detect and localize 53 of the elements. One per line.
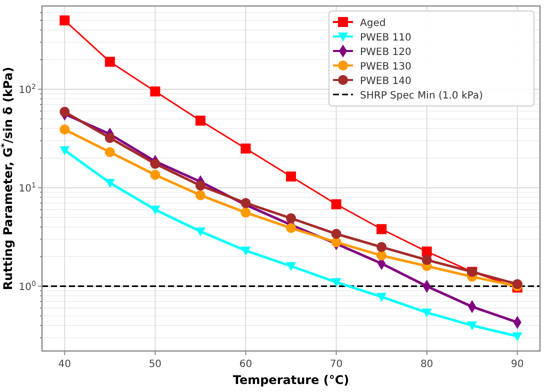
point	[60, 124, 70, 135]
point	[286, 262, 296, 272]
point	[376, 250, 387, 261]
point	[104, 56, 115, 67]
point	[240, 198, 251, 208]
x-tick-label: 40	[58, 359, 72, 370]
legend-label: Aged	[360, 18, 386, 29]
point	[195, 227, 206, 236]
point	[60, 146, 70, 156]
point	[240, 246, 251, 256]
point	[422, 308, 432, 318]
point	[195, 190, 206, 200]
point	[150, 206, 160, 215]
point	[150, 170, 160, 180]
point	[331, 228, 342, 239]
point	[331, 199, 342, 210]
y-tick-label: 10$^{0}$	[18, 280, 36, 294]
x-tick-label: 60	[239, 359, 252, 370]
point	[376, 224, 387, 234]
point	[150, 86, 160, 96]
point	[240, 208, 251, 218]
point	[376, 292, 387, 302]
point	[286, 172, 296, 182]
point	[195, 180, 206, 191]
point	[104, 178, 115, 188]
point	[240, 144, 251, 154]
legend-label: SHRP Spec Min (1.0 kPa)	[360, 90, 483, 102]
point	[376, 242, 387, 252]
point	[331, 278, 342, 288]
legend-label: PWEB 120	[360, 47, 412, 58]
point	[195, 116, 206, 126]
legend-label: PWEB 140	[360, 76, 412, 87]
x-tick-label: 90	[510, 359, 524, 370]
point	[286, 213, 296, 224]
x-tick-label: 80	[420, 359, 434, 370]
y-tick-label: 10$^{1}$	[18, 182, 36, 195]
point	[422, 254, 432, 265]
point	[331, 237, 342, 248]
x-axis-title: Temperature (°C)	[232, 373, 350, 387]
point	[60, 15, 70, 26]
legend-label: PWEB 130	[360, 62, 412, 72]
point	[467, 321, 478, 330]
legend-label: PWEB 110	[360, 32, 412, 44]
point	[422, 246, 432, 257]
point	[60, 106, 70, 117]
x-tick-label: 50	[148, 359, 162, 370]
x-tick-label: 70	[330, 359, 343, 370]
point	[150, 158, 160, 169]
point	[512, 332, 522, 342]
point	[104, 147, 115, 158]
point	[286, 223, 296, 234]
y-tick-label: 10$^{2}$	[18, 83, 36, 96]
point	[104, 132, 115, 143]
